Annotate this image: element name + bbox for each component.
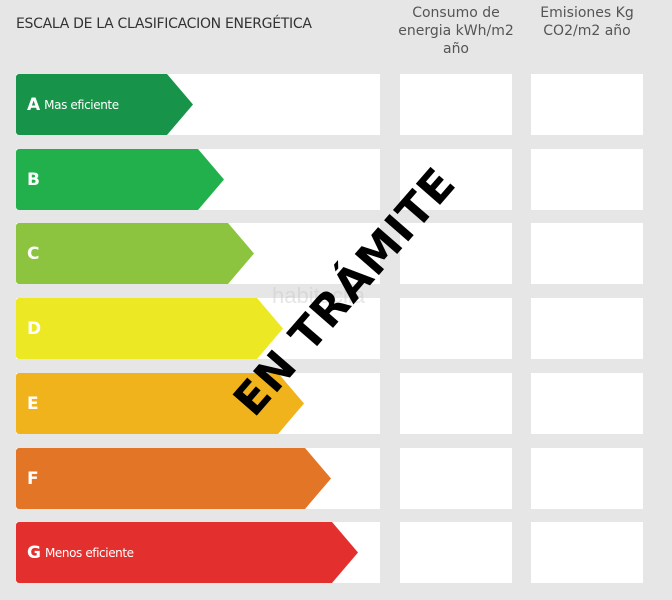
rating-row-b: B [16,149,380,210]
rating-letter: B [27,169,40,190]
rating-letter: D [27,318,42,339]
energy-value-cell [400,373,512,434]
rating-row-d: D [16,298,380,359]
rating-arrow: C [16,223,254,284]
rating-letter: C [27,243,40,264]
rating-letter: A [27,94,41,115]
rating-arrow: G Menos eficiente [16,522,358,583]
rating-row-e: E [16,373,380,434]
energy-value-cell [400,448,512,509]
rating-letter: E [27,393,39,414]
rating-arrow: F [16,448,331,509]
energy-value-cell [400,149,512,210]
emissions-column-header: Emisiones Kg CO2/m2 año [540,5,634,39]
emissions-value-cell [531,298,643,359]
scale-title: ESCALA DE LA CLASIFICACION ENERGÉTICA [16,16,312,32]
rating-arrow: D [16,298,283,359]
rating-row-a: A Mas eficiente [16,74,380,135]
energy-value-cell [400,522,512,583]
rating-arrow: B [16,149,224,210]
rating-letter: G [27,542,41,563]
energy-value-cell [400,223,512,284]
emissions-value-cell [531,74,643,135]
emissions-value-cell [531,223,643,284]
emissions-value-cell [531,373,643,434]
emissions-value-cell [531,149,643,210]
rating-arrow: E [16,373,304,434]
emissions-value-cell [531,522,643,583]
rating-label: Mas eficiente [44,97,119,112]
watermark: habitaclia [272,283,365,308]
rating-arrow: A Mas eficiente [16,74,193,135]
energy-column-header: Consumo de energia kWh/m2 año [398,5,514,57]
emissions-value-cell [531,448,643,509]
energy-value-cell [400,298,512,359]
rating-label: Menos eficiente [44,545,134,560]
energy-value-cell [400,74,512,135]
rating-letter: F [27,468,39,489]
rating-row-f: F [16,448,380,509]
rating-row-g: G Menos eficiente [16,522,380,583]
rating-row-c: C [16,223,380,284]
